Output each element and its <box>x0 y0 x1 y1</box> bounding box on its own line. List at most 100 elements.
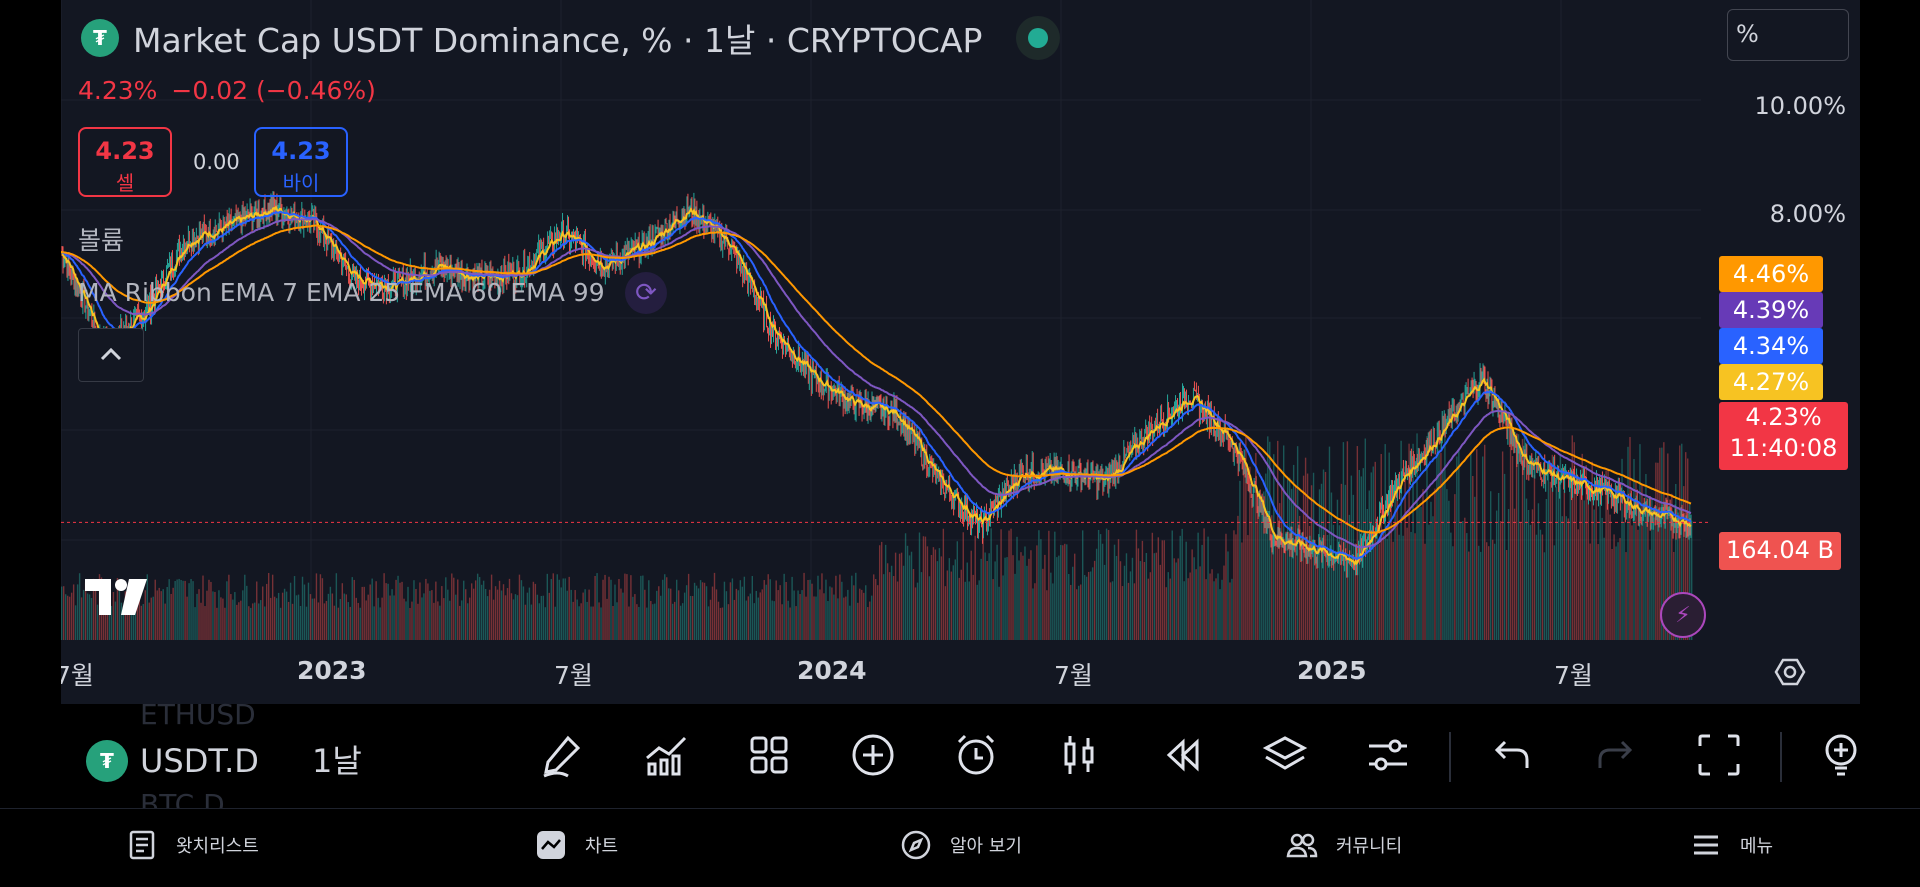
volume-bar <box>685 585 688 640</box>
add-plus-icon[interactable] <box>848 730 898 780</box>
undo-icon[interactable] <box>1487 730 1537 780</box>
volume-bar <box>1117 539 1120 640</box>
chart-pane[interactable]: ₮ Market Cap USDT Dominance, % · 1날 · CR… <box>61 0 1860 704</box>
market-status-icon[interactable] <box>1016 16 1061 60</box>
volume-bar <box>717 601 720 640</box>
volume-bar <box>845 596 847 640</box>
add-indicator-bulb-icon[interactable] <box>1816 730 1860 780</box>
volume-bar <box>351 577 353 640</box>
volume-bar <box>809 579 811 640</box>
volume-bar <box>367 594 369 640</box>
volume-bar <box>343 593 346 640</box>
volume-bar <box>1356 446 1359 640</box>
bottom-navigation: 왓치리스트 차트 알아 보기 커뮤니티 메뉴 <box>0 808 1920 887</box>
volume-bar <box>1545 498 1548 640</box>
symbol-list-prev[interactable]: ETHUSD <box>140 698 256 731</box>
volume-bar <box>1495 510 1498 640</box>
volume-bar <box>900 552 903 640</box>
symbol-selector[interactable]: ₮ USDT.D <box>86 740 259 782</box>
volume-bar <box>1179 535 1181 640</box>
nav-community[interactable]: 커뮤니티 <box>1286 829 1402 861</box>
volume-bar <box>359 607 361 640</box>
volume-bar <box>662 579 664 640</box>
volume-bar <box>853 585 855 640</box>
volume-bar <box>1215 578 1217 640</box>
volume-bar <box>938 548 941 640</box>
volume-bar <box>66 595 69 640</box>
volume-bar <box>494 586 497 640</box>
volume-bar <box>353 579 355 640</box>
volume-bar <box>705 586 708 640</box>
nav-chart[interactable]: 차트 <box>535 829 618 861</box>
scale-mode-button[interactable]: % <box>1727 9 1849 61</box>
volume-bar <box>942 528 945 640</box>
buy-button[interactable]: 4.23 바이 <box>254 127 348 197</box>
price-chart[interactable] <box>61 0 1860 704</box>
volume-bar <box>767 574 769 640</box>
volume-bar <box>1627 446 1629 640</box>
volume-bar <box>228 574 230 640</box>
volume-bar <box>914 587 917 640</box>
nav-menu[interactable]: 메뉴 <box>1690 829 1773 861</box>
volume-bar <box>1127 582 1130 640</box>
volume-bar <box>996 544 998 640</box>
volume-bar <box>960 569 962 640</box>
volume-bar <box>1024 546 1026 640</box>
volume-bar <box>455 594 457 640</box>
collapse-legend-button[interactable] <box>78 328 144 382</box>
volume-bar <box>1111 581 1114 640</box>
drawing-pencil-icon[interactable] <box>538 730 588 780</box>
volume-bar <box>934 549 937 640</box>
volume-bar <box>122 606 125 640</box>
settings-sliders-icon[interactable] <box>1363 730 1413 780</box>
volume-bar <box>1452 546 1454 640</box>
indicators-icon[interactable] <box>641 730 691 780</box>
volume-bar <box>132 590 135 640</box>
x-tick-label: 7월 <box>61 661 94 690</box>
volume-bar <box>1195 569 1197 640</box>
alarm-clock-icon[interactable] <box>951 730 1001 780</box>
volume-bar <box>1599 481 1601 640</box>
volume-bar <box>260 600 262 640</box>
volume-bar <box>321 578 324 640</box>
volume-bar <box>1267 436 1269 640</box>
sell-button[interactable]: 4.23 셀 <box>78 127 172 197</box>
volume-bar <box>1028 558 1030 640</box>
volume-bar <box>1434 488 1436 640</box>
volume-bar <box>1503 473 1506 640</box>
volume-bar <box>723 581 726 640</box>
chart-title[interactable]: Market Cap USDT Dominance, % · 1날 · CRYP… <box>133 21 983 60</box>
replay-rewind-icon[interactable] <box>1157 730 1207 780</box>
fullscreen-icon[interactable] <box>1694 730 1744 780</box>
lightning-icon[interactable]: ⚡ <box>1660 592 1706 638</box>
volume-bar <box>267 572 270 640</box>
layers-icon[interactable] <box>1260 730 1310 780</box>
interval-selector[interactable]: 1날 <box>312 742 362 780</box>
volume-bar <box>244 574 246 640</box>
volume-bar <box>216 607 218 640</box>
volume-bar <box>873 574 875 640</box>
volume-bar <box>1625 552 1627 640</box>
volume-bar <box>415 588 417 640</box>
volume-bar <box>1141 540 1144 640</box>
volume-bar <box>785 581 787 640</box>
axis-settings-icon[interactable] <box>1774 656 1806 695</box>
volume-bar <box>468 597 471 640</box>
volume-bar <box>1531 509 1534 640</box>
volume-bar <box>568 576 570 640</box>
volume-bar <box>377 597 379 640</box>
nav-watchlist[interactable]: 왓치리스트 <box>126 829 259 861</box>
redo-icon[interactable] <box>1590 730 1640 780</box>
ma-ribbon-indicator-label[interactable]: MA Ribbon EMA 7 EMA 25 EMA 60 EMA 99 <box>78 278 605 307</box>
volume-bar <box>801 590 803 640</box>
refresh-icon[interactable]: ⟳ <box>625 272 667 314</box>
volume-indicator-label[interactable]: 볼륨 <box>78 226 125 255</box>
volume-bar <box>258 603 260 640</box>
nav-explore[interactable]: 알아 보기 <box>900 829 1022 861</box>
volume-bar <box>1199 566 1201 640</box>
volume-bar <box>1410 531 1412 640</box>
volume-bar <box>1159 564 1162 640</box>
volume-bar <box>1259 490 1261 640</box>
candlestick-icon[interactable] <box>1054 730 1104 780</box>
layout-grid-icon[interactable] <box>744 730 794 780</box>
